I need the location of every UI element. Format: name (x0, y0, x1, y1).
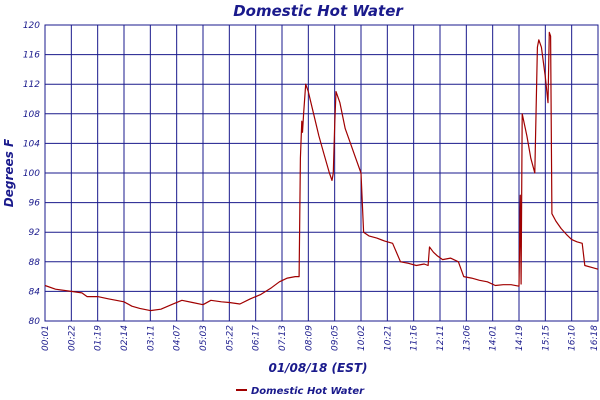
y-axis-ticks: 80 84 88 92 96 100 104 108 112 116 120 (23, 21, 40, 327)
y-tick-label: 116 (23, 51, 40, 61)
x-tick-label: 10:02 (357, 325, 367, 351)
y-tick-label: 88 (29, 258, 41, 268)
series-line-domestic-hot-water (44, 31, 599, 312)
y-tick-label: 84 (29, 287, 41, 297)
x-axis-ticks: 00:01 00:22 01:19 02:14 03:11 04:07 05:03 05:22… (41, 325, 600, 351)
x-tick-label: 04:07 (173, 325, 183, 351)
x-tick-label: 07:13 (278, 325, 288, 351)
y-tick-label: 120 (23, 21, 40, 31)
x-tick-label: 00:22 (67, 325, 77, 351)
x-tick-label: 03:11 (146, 325, 156, 351)
x-tick-label: 14:01 (489, 325, 499, 351)
x-tick-label: 00:01 (41, 325, 51, 351)
y-tick-label: 112 (23, 80, 40, 90)
legend-label: Domestic Hot Water (251, 386, 365, 397)
x-tick-label: 11:16 (410, 325, 420, 351)
x-tick-label: 15:15 (541, 325, 551, 351)
y-axis-label: Degrees F (2, 138, 16, 207)
x-tick-label: 10:21 (383, 325, 393, 351)
x-tick-label: 13:06 (462, 325, 472, 351)
x-tick-label: 01:19 (94, 325, 104, 351)
grid-lines (44, 24, 599, 322)
x-tick-label: 09:05 (331, 325, 341, 351)
x-tick-label: 12:11 (436, 325, 446, 351)
y-tick-label: 104 (23, 139, 40, 149)
x-tick-label: 02:14 (120, 325, 130, 351)
y-tick-label: 92 (29, 228, 41, 238)
x-axis-label: 01/08/18 (EST) (268, 361, 367, 375)
x-tick-label: 16:18 (590, 325, 600, 351)
y-tick-label: 108 (23, 110, 40, 120)
y-tick-label: 100 (23, 169, 40, 179)
series-group (44, 31, 599, 312)
y-tick-label: 96 (29, 199, 41, 209)
x-tick-label: 05:22 (225, 325, 235, 351)
y-tick-label: 80 (29, 317, 41, 327)
x-tick-label: 08:09 (304, 325, 314, 351)
x-tick-label: 05:03 (199, 325, 209, 351)
chart-title: Domestic Hot Water (233, 2, 404, 20)
x-tick-label: 14:19 (515, 325, 525, 351)
legend: Domestic Hot Water (236, 386, 365, 397)
x-tick-label: 06:17 (252, 325, 262, 351)
x-tick-label: 16:10 (568, 325, 578, 351)
